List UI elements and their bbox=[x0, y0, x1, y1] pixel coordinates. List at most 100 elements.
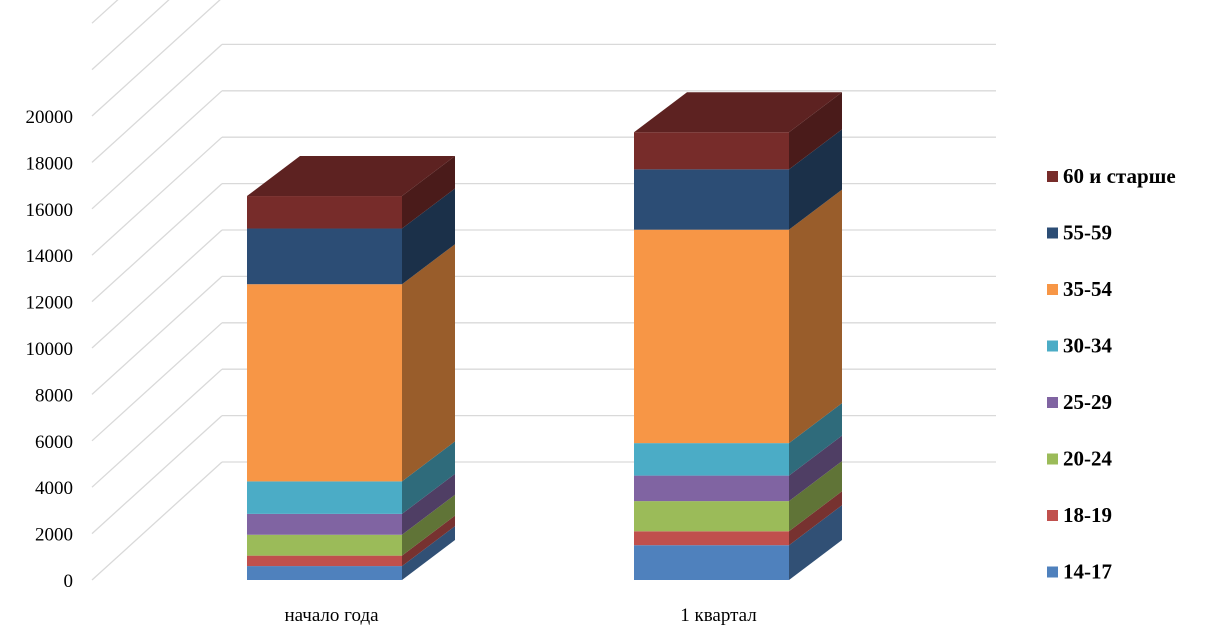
bar-front bbox=[634, 501, 789, 532]
gridline-diagonal bbox=[91, 322, 223, 442]
category-label: начало года bbox=[284, 605, 379, 626]
bar-side bbox=[789, 505, 842, 580]
gridline-diagonal bbox=[91, 415, 223, 535]
legend-item: 35-54 bbox=[1047, 277, 1112, 301]
bar-top bbox=[634, 92, 842, 133]
bar-front bbox=[247, 555, 402, 567]
bar-side bbox=[402, 156, 455, 229]
y-tick-label: 14000 bbox=[26, 246, 74, 267]
bar-segment-25-29 bbox=[247, 473, 455, 535]
bar-front bbox=[247, 196, 402, 229]
bar-segment-30-34 bbox=[247, 441, 455, 514]
bar-side bbox=[402, 188, 455, 285]
bar-segment-14-17 bbox=[247, 526, 455, 580]
bar-front bbox=[634, 229, 789, 444]
legend-swatch bbox=[1047, 171, 1058, 182]
legend-label: 35-54 bbox=[1063, 277, 1112, 301]
legend-swatch bbox=[1047, 340, 1058, 352]
bar-front bbox=[247, 513, 402, 535]
gridline-diagonal bbox=[91, 461, 223, 581]
legend: 60 и старше 55-59 35-54 30-34 25-29 20-24 18-1… bbox=[1047, 164, 1176, 584]
bar-front bbox=[634, 531, 789, 546]
legend-item: 30-34 bbox=[1047, 334, 1112, 358]
bar-front bbox=[634, 443, 789, 476]
bar-side bbox=[402, 526, 455, 580]
bar-segment-18-19 bbox=[247, 515, 455, 567]
legend-item: 14-17 bbox=[1047, 560, 1112, 584]
bar-side bbox=[402, 494, 455, 556]
legend-swatch bbox=[1047, 566, 1058, 578]
legend-label: 14-17 bbox=[1063, 560, 1112, 584]
bar-segment-14-17 bbox=[634, 505, 842, 580]
bar-side bbox=[402, 244, 455, 482]
bars-layer bbox=[247, 92, 842, 580]
legend-label: 60 и старше bbox=[1063, 164, 1176, 188]
legend-swatch bbox=[1047, 510, 1058, 521]
y-axis: 0 2000 4000 6000 8000 10000 12000 14000 16000 180… bbox=[26, 107, 74, 592]
bar-segment-55-59 bbox=[247, 188, 455, 285]
gridline-diagonal bbox=[91, 0, 221, 117]
gridline-diagonal bbox=[91, 90, 223, 210]
legend-label: 18-19 bbox=[1063, 503, 1112, 527]
bar-side bbox=[402, 441, 455, 514]
bar-segment-35-54 bbox=[247, 244, 455, 482]
gridline-diagonal bbox=[91, 136, 223, 256]
y-tick-label: 4000 bbox=[35, 478, 73, 499]
bar-side bbox=[789, 403, 842, 476]
bar-front bbox=[247, 481, 402, 514]
grid-layer bbox=[91, 0, 996, 581]
y-tick-label: 8000 bbox=[35, 385, 73, 406]
gridline-diagonal bbox=[91, 0, 170, 71]
legend-item: 55-59 bbox=[1047, 221, 1112, 245]
bar-segment-20-24 bbox=[634, 461, 842, 532]
bar-segment-30-34 bbox=[634, 403, 842, 476]
legend-item: 25-29 bbox=[1047, 390, 1112, 414]
gridline-diagonal bbox=[91, 368, 223, 488]
bar-front bbox=[634, 132, 789, 170]
bar-front bbox=[247, 534, 402, 556]
gridline-diagonal bbox=[91, 275, 223, 395]
y-tick-label: 6000 bbox=[35, 432, 73, 453]
bar-side bbox=[789, 461, 842, 532]
bar-segment-25-29 bbox=[634, 435, 842, 502]
bar-front bbox=[634, 475, 789, 502]
bar-front bbox=[634, 169, 789, 230]
y-tick-label: 20000 bbox=[26, 107, 74, 128]
bar-side bbox=[789, 491, 842, 546]
legend-swatch bbox=[1047, 227, 1058, 239]
bar-segment-55-59 bbox=[634, 129, 842, 230]
legend-label: 30-34 bbox=[1063, 334, 1112, 358]
bar-segment-35-54 bbox=[634, 189, 842, 444]
legend-label: 25-29 bbox=[1063, 390, 1112, 414]
y-tick-label: 2000 bbox=[35, 525, 73, 546]
y-tick-label: 0 bbox=[64, 571, 74, 592]
bar-top bbox=[247, 156, 455, 197]
legend-swatch bbox=[1047, 397, 1058, 408]
legend-item: 60 и старше bbox=[1047, 164, 1176, 188]
bar-front bbox=[247, 228, 402, 285]
legend-swatch bbox=[1047, 284, 1058, 295]
bar-segment-20-24 bbox=[247, 494, 455, 556]
bar-segment-18-19 bbox=[634, 491, 842, 546]
bar-side bbox=[402, 473, 455, 535]
legend-item: 18-19 bbox=[1047, 503, 1112, 527]
category-label: 1 квартал bbox=[680, 605, 757, 626]
bar-side bbox=[789, 435, 842, 502]
bar-side bbox=[789, 189, 842, 444]
bar-segment-60-и-старше bbox=[247, 156, 455, 229]
gridline-diagonal bbox=[91, 43, 223, 163]
bar-front bbox=[634, 545, 789, 580]
legend-item: 20-24 bbox=[1047, 447, 1112, 471]
y-tick-label: 18000 bbox=[26, 153, 74, 174]
bar-segment-60-и-старше bbox=[634, 92, 842, 170]
bar-side bbox=[789, 92, 842, 170]
bar-side bbox=[402, 515, 455, 567]
x-axis: начало года 1 квартал bbox=[284, 605, 757, 626]
legend-swatch bbox=[1047, 453, 1058, 465]
y-tick-label: 16000 bbox=[26, 200, 74, 221]
gridline-diagonal bbox=[91, 0, 119, 24]
legend-label: 20-24 bbox=[1063, 447, 1112, 471]
bar-side bbox=[789, 129, 842, 230]
